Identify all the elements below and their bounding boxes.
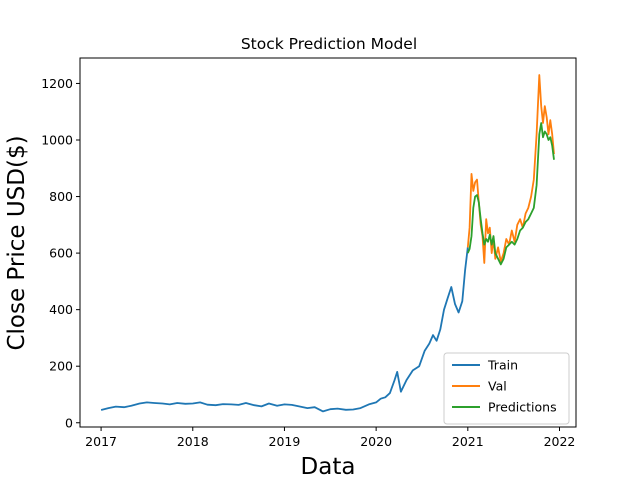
chart-title: Stock Prediction Model xyxy=(241,35,417,53)
y-tick-label: 0 xyxy=(65,415,73,430)
y-axis: 0 200 400 600 800 1000 1200 xyxy=(41,76,80,430)
y-axis-label: Close Price USD($) xyxy=(4,135,30,350)
y-tick-label: 1000 xyxy=(41,133,73,148)
plot-frame xyxy=(79,57,577,428)
series-line-train xyxy=(100,247,469,413)
y-tick-label: 800 xyxy=(49,189,73,204)
x-tick-label: 2020 xyxy=(360,434,392,449)
legend-label-predictions: Predictions xyxy=(488,400,557,415)
y-tick-label: 200 xyxy=(49,359,73,374)
y-tick-label: 400 xyxy=(49,302,73,317)
plot-lines xyxy=(100,74,555,413)
x-axis: 2017 2018 2019 2020 2021 2022 xyxy=(85,427,575,449)
x-tick-label: 2021 xyxy=(452,434,484,449)
series-line-predictions xyxy=(466,122,555,266)
y-tick-label: 1200 xyxy=(41,76,73,91)
legend-label-train: Train xyxy=(487,358,518,373)
x-tick-label: 2022 xyxy=(544,434,576,449)
legend-label-val: Val xyxy=(488,379,507,394)
x-tick-label: 2019 xyxy=(269,434,301,449)
legend: Train Val Predictions xyxy=(443,352,570,425)
x-tick-label: 2018 xyxy=(177,434,209,449)
x-tick-label: 2017 xyxy=(85,434,117,449)
y-tick-label: 600 xyxy=(49,246,73,261)
x-axis-label: Data xyxy=(301,454,356,480)
